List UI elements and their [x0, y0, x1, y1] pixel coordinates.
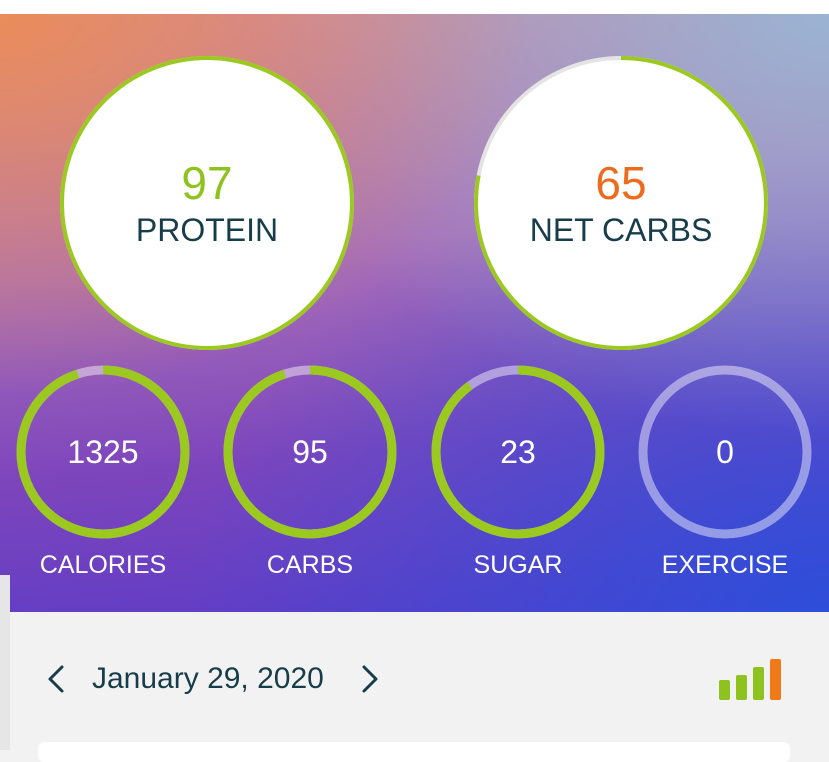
carbs-ring-graphic [223, 365, 397, 539]
sugar-value: 23 [500, 433, 536, 470]
net-carbs-progress-arc [474, 56, 768, 350]
bar-chart-icon[interactable] [719, 659, 783, 701]
exercise-ring-graphic [638, 365, 812, 539]
chevron-left-icon[interactable] [46, 664, 66, 694]
calories-value: 1325 [67, 433, 139, 470]
protein-label: PROTEIN [135, 212, 279, 248]
net-carbs-label: NET CARBS [529, 212, 713, 248]
carbs-ring[interactable]: 95 [222, 364, 398, 540]
protein-value: 97 [181, 157, 233, 209]
protein-progress-arc [60, 56, 354, 350]
protein-ring-graphic [60, 56, 354, 350]
net-carbs-ring-graphic [474, 56, 768, 350]
exercise-ring[interactable]: 0 [637, 364, 813, 540]
sugar-label: SUGAR [473, 551, 563, 579]
protein-ring[interactable]: 97 PROTEIN [58, 54, 356, 352]
sugar-ring[interactable]: 23 [430, 364, 606, 540]
calories-progress-arc [16, 365, 190, 539]
current-date: January 29, 2020 [92, 662, 324, 695]
net-carbs-value: 65 [595, 157, 647, 209]
sugar-ring-graphic [431, 365, 605, 539]
side-divider [0, 575, 10, 750]
exercise-label: EXERCISE [661, 551, 789, 579]
carbs-value: 95 [292, 433, 328, 470]
top-bar [0, 0, 829, 14]
chevron-right-icon[interactable] [360, 664, 380, 694]
content-card [38, 742, 790, 762]
net-carbs-ring[interactable]: 65 NET CARBS [472, 54, 770, 352]
calories-label: CALORIES [39, 551, 167, 579]
sugar-progress-arc [431, 365, 605, 539]
calories-ring[interactable]: 1325 [15, 364, 191, 540]
date-navigation-bar [10, 612, 829, 750]
calories-ring-graphic [16, 365, 190, 539]
carbs-progress-arc [223, 365, 397, 539]
carbs-label: CARBS [266, 551, 354, 579]
exercise-value: 0 [716, 433, 734, 470]
